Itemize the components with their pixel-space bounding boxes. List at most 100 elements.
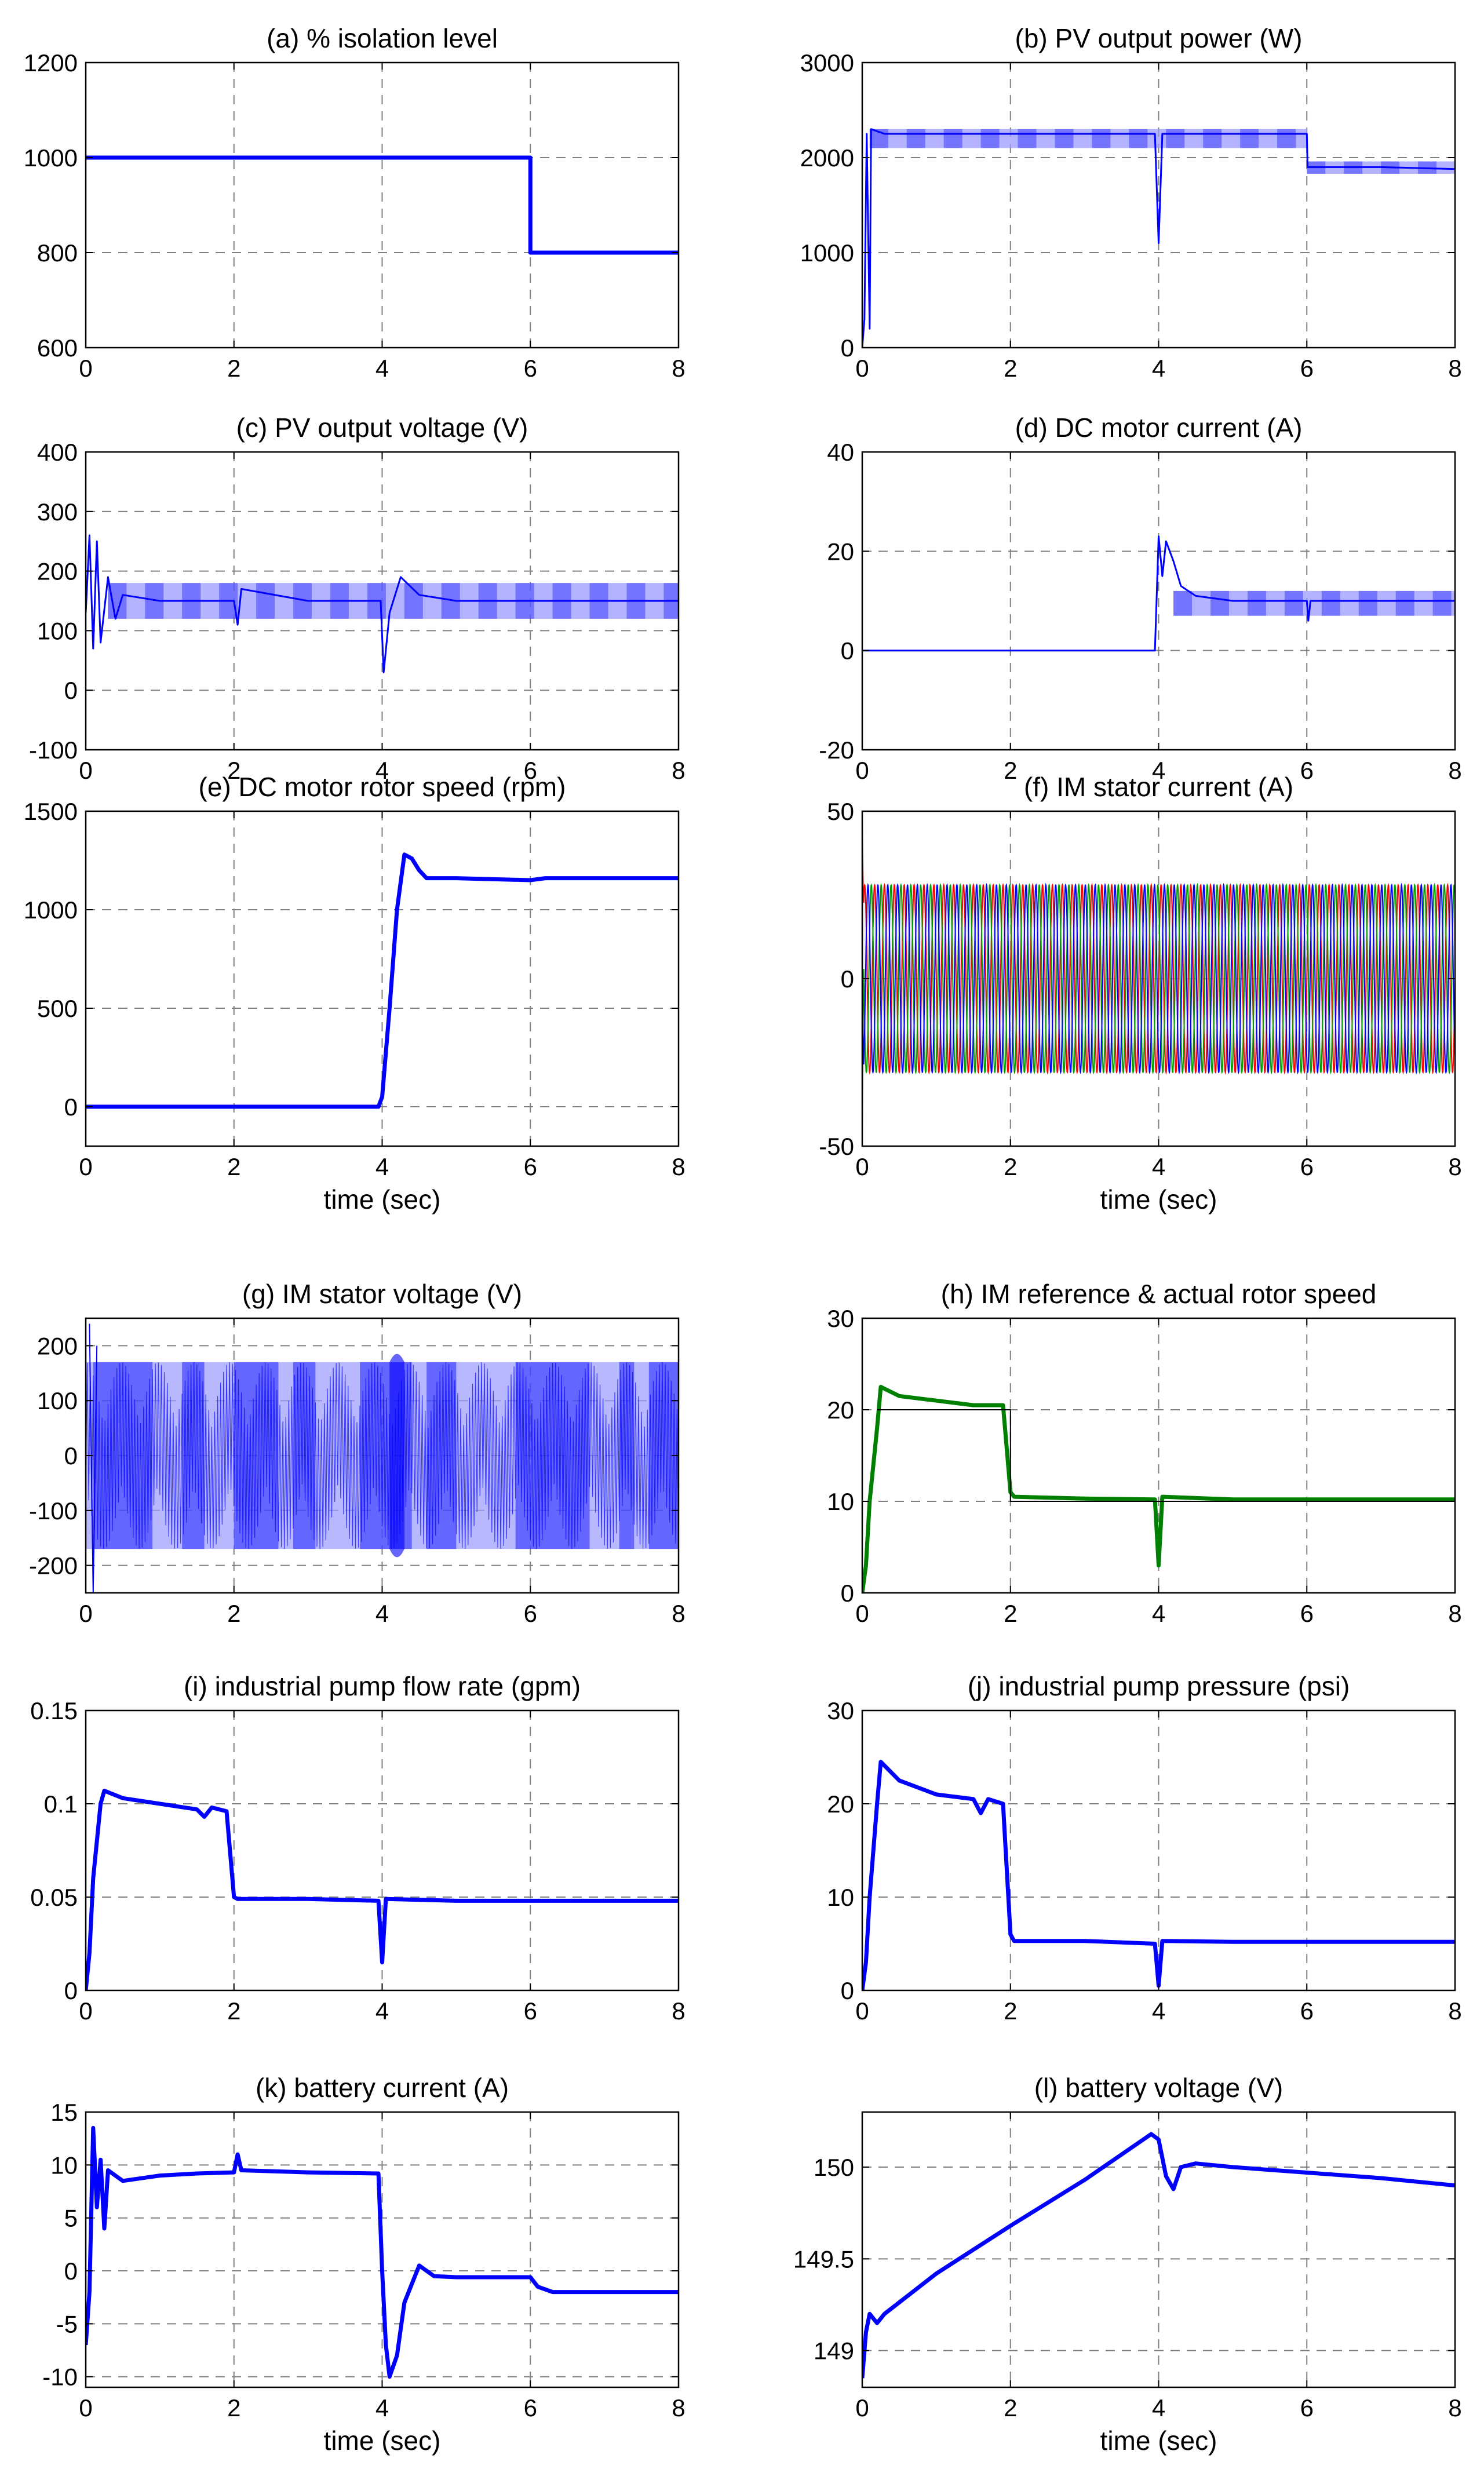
y-tick-label: 1000 <box>800 239 854 267</box>
series-line-1 <box>862 535 1455 652</box>
x-tick-label: 6 <box>1300 1600 1314 1627</box>
chart-panel-g: 0 2 4 6 8 -200 -100 0 100 200 (g) IM stator voltag… <box>29 1279 686 1627</box>
noise-stripe <box>1277 129 1296 148</box>
x-tick-label: 0 <box>79 2394 92 2421</box>
x-tick-label: 6 <box>524 1997 537 2025</box>
x-tick-label: 8 <box>672 1600 685 1627</box>
x-tick-label: 8 <box>1448 355 1461 382</box>
x-axis-label: time (sec) <box>324 2426 441 2456</box>
x-tick-label: 6 <box>1300 2394 1314 2421</box>
x-axis-label: time (sec) <box>1100 1184 1217 1215</box>
x-tick-label: 2 <box>1004 1600 1017 1627</box>
noise-stripe <box>1240 129 1259 148</box>
y-tick-label: 1500 <box>24 798 78 825</box>
noise-stripe <box>1284 590 1303 616</box>
chart-title: (e) DC motor rotor speed (rpm) <box>199 772 566 802</box>
plot-series-group <box>862 535 1455 652</box>
x-tick-label: 6 <box>1300 1997 1314 2025</box>
x-tick-label: 0 <box>855 1153 869 1180</box>
x-tick-label: 4 <box>1152 1153 1165 1180</box>
x-tick-label: 0 <box>855 1997 869 2025</box>
x-axis-label: time (sec) <box>324 1184 441 1215</box>
noise-stripe <box>256 583 275 619</box>
chart-panel-i: 0 2 4 6 8 0 0.05 0.1 0.15 (i) industrial pump flo… <box>30 1671 685 2025</box>
x-tick-label: 0 <box>79 757 92 784</box>
series-line-1 <box>862 128 1455 348</box>
y-tick-label: 0 <box>841 965 854 993</box>
x-tick-label: 8 <box>1448 2394 1461 2421</box>
chart-panel-k: 0 2 4 6 8 -10 -5 0 5 10 15 (k) battery current (A) t… <box>42 2073 685 2456</box>
y-tick-label: 800 <box>37 239 78 267</box>
chart-panel-l: 0 2 4 6 8 149 149.5 150 (l) battery voltage (V) t… <box>793 2073 1462 2456</box>
series-line-1 <box>86 534 679 673</box>
y-tick-label: 20 <box>827 1790 854 1818</box>
y-tick-label: 400 <box>37 439 78 466</box>
series-line-phase-2 <box>862 882 1455 1140</box>
x-tick-label: 8 <box>672 1997 685 2025</box>
x-tick-label: 0 <box>79 1600 92 1627</box>
plot-series-group <box>86 2125 679 2379</box>
y-tick-label: 200 <box>37 558 78 585</box>
y-tick-label: 10 <box>827 1884 854 1911</box>
chart-title: (j) industrial pump pressure (psi) <box>968 1671 1350 1701</box>
y-tick-label: 1000 <box>24 896 78 924</box>
x-tick-label: 8 <box>1448 1600 1461 1627</box>
chart-panel-a: 0 2 4 6 8 600 800 1000 1200 (a) % isolation level <box>24 23 686 382</box>
y-tick-label: 150 <box>814 2154 854 2181</box>
noise-stripe <box>1247 590 1266 616</box>
series-line <box>86 1362 679 1549</box>
y-tick-label: 30 <box>827 1305 854 1332</box>
y-tick-label: 0 <box>64 2257 78 2285</box>
x-tick-label: 8 <box>672 355 685 382</box>
plot-series-group <box>862 128 1455 348</box>
plot-series-group <box>86 155 679 255</box>
noise-band <box>869 129 1307 148</box>
chart-title: (b) PV output power (W) <box>1015 23 1303 53</box>
y-tick-label: 100 <box>37 617 78 644</box>
x-tick-label: 0 <box>855 2394 869 2421</box>
y-tick-label: 10 <box>827 1488 854 1515</box>
x-tick-label: 2 <box>1004 355 1017 382</box>
y-tick-label: 20 <box>827 538 854 565</box>
plot-area <box>862 63 1455 348</box>
y-tick-label: 3000 <box>800 49 854 76</box>
noise-stripe <box>1166 129 1185 148</box>
noise-stripe <box>906 129 925 148</box>
y-tick-label: -200 <box>29 1552 78 1580</box>
x-tick-label: 8 <box>1448 757 1461 784</box>
chart-panel-e: 0 2 4 6 8 0 500 1000 1500 (e) DC motor rotor spee… <box>24 772 686 1215</box>
x-tick-label: 4 <box>1152 2394 1165 2421</box>
series-line-1 <box>86 2125 679 2379</box>
x-tick-label: 6 <box>524 1600 537 1627</box>
chart-panel-b: 0 2 4 6 8 0 1000 2000 3000 (b) PV output power (W… <box>800 23 1462 382</box>
noise-stripe <box>1321 590 1340 616</box>
x-tick-label: 4 <box>375 1153 389 1180</box>
y-tick-label: -100 <box>29 736 78 764</box>
noise-stripe <box>1018 129 1037 148</box>
series-line-1 <box>862 2132 1455 2379</box>
x-tick-label: 6 <box>524 2394 537 2421</box>
noise-stripe <box>943 129 962 148</box>
x-tick-label: 4 <box>375 1600 389 1627</box>
y-tick-label: 100 <box>37 1387 78 1414</box>
series-line-1 <box>86 155 679 255</box>
noise-stripe <box>1395 590 1414 616</box>
noise-stripe <box>1055 129 1074 148</box>
y-tick-label: 0 <box>841 334 854 362</box>
x-tick-label: 8 <box>672 757 685 784</box>
chart-panel-j: 0 2 4 6 8 0 10 20 30 (j) industrial pump pressure… <box>827 1671 1461 2025</box>
x-tick-label: 6 <box>1300 355 1314 382</box>
x-tick-label: 0 <box>79 1153 92 1180</box>
series-line-1 <box>862 1760 1455 1990</box>
chart-title: (l) battery voltage (V) <box>1034 2073 1283 2103</box>
y-tick-label: 0.05 <box>30 1884 78 1911</box>
x-tick-label: 2 <box>1004 2394 1017 2421</box>
y-tick-label: -100 <box>29 1497 78 1525</box>
y-tick-label: 10 <box>50 2151 78 2179</box>
y-tick-label: 300 <box>37 498 78 526</box>
x-tick-label: 0 <box>855 355 869 382</box>
series-line-2 <box>877 1409 1455 1502</box>
x-tick-label: 8 <box>672 1153 685 1180</box>
